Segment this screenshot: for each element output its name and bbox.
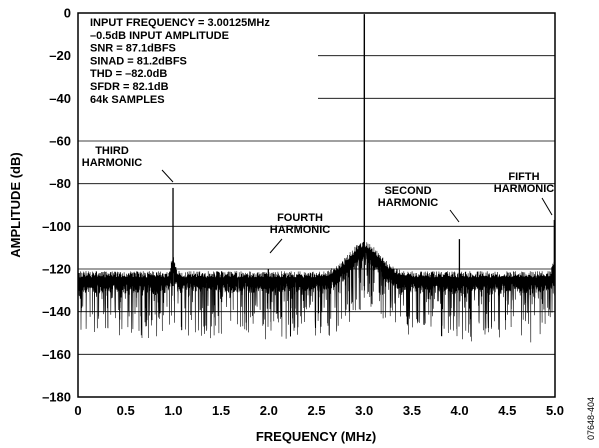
x-tick-label: 4.0	[451, 403, 469, 418]
info-line: SINAD = 81.2dBFS	[90, 55, 187, 67]
y-tick-label: –40	[49, 91, 71, 106]
x-tick-label: 3.0	[355, 403, 373, 418]
info-line: SFDR = 82.1dB	[90, 81, 169, 93]
info-line: 64k SAMPLES	[90, 94, 165, 106]
y-tick-label: –140	[42, 304, 71, 319]
y-tick-label: –100	[42, 219, 71, 234]
y-tick-labels: 0 –20 –40 –60 –80 –100 –120 –140 –160 –180	[42, 6, 71, 405]
harmonic-label: SECOND	[384, 185, 431, 197]
y-axis-title: AMPLITUDE (dB)	[8, 152, 23, 257]
annotation-leader	[269, 238, 283, 254]
harmonic-label: THIRD	[95, 145, 129, 157]
grid-lines	[78, 55, 555, 355]
x-tick-labels: 0 0.5 1.0 1.5 2.0 2.5 3.0 3.5 4.0 4.5 5.0	[74, 403, 564, 418]
x-tick-label: 4.5	[498, 403, 516, 418]
y-tick-label: –160	[42, 347, 71, 362]
x-tick-label: 0	[74, 403, 81, 418]
harmonic-label: FOURTH	[277, 212, 323, 224]
info-background	[82, 16, 318, 119]
harmonic-label: HARMONIC	[82, 157, 143, 169]
spectrum-trace	[77, 241, 556, 343]
x-tick-label: 0.5	[117, 403, 135, 418]
y-tick-label: –120	[42, 262, 71, 277]
y-tick-label: 0	[64, 6, 71, 21]
x-tick-label: 1.5	[212, 403, 230, 418]
harmonic-annotations: THIRDHARMONICFOURTHHARMONICSECONDHARMONI…	[82, 145, 555, 254]
x-tick-label: 2.0	[260, 403, 278, 418]
y-tick-label: –60	[49, 134, 71, 149]
info-line: INPUT FREQUENCY = 3.00125MHz	[90, 17, 270, 29]
plot-frame	[77, 12, 556, 398]
annotation-leader	[161, 169, 174, 183]
annotation-leader	[541, 197, 553, 216]
harmonic-label: FIFTH	[508, 171, 539, 183]
y-tick-label: –180	[42, 390, 71, 405]
annotation-leader	[449, 209, 460, 223]
y-tick-label: –20	[49, 48, 71, 63]
info-line: SNR = 87.1dBFS	[90, 43, 176, 55]
info-line: THD = –82.0dB	[90, 68, 167, 80]
info-line: –0.5dB INPUT AMPLITUDE	[90, 30, 229, 42]
spectrum-layer	[77, 241, 556, 343]
y-tick-label: –80	[49, 176, 71, 191]
harmonic-label: HARMONIC	[494, 183, 555, 195]
info-box: INPUT FREQUENCY = 3.00125MHz–0.5dB INPUT…	[82, 16, 318, 119]
harmonic-label: HARMONIC	[270, 224, 331, 236]
x-tick-label: 5.0	[546, 403, 564, 418]
x-tick-label: 3.5	[403, 403, 421, 418]
x-axis-title: FREQUENCY (MHz)	[256, 429, 376, 444]
harmonic-label: HARMONIC	[378, 197, 439, 209]
x-tick-label: 1.0	[164, 403, 182, 418]
figure-id: 07648-404	[586, 397, 596, 440]
x-tick-label: 2.5	[307, 403, 325, 418]
